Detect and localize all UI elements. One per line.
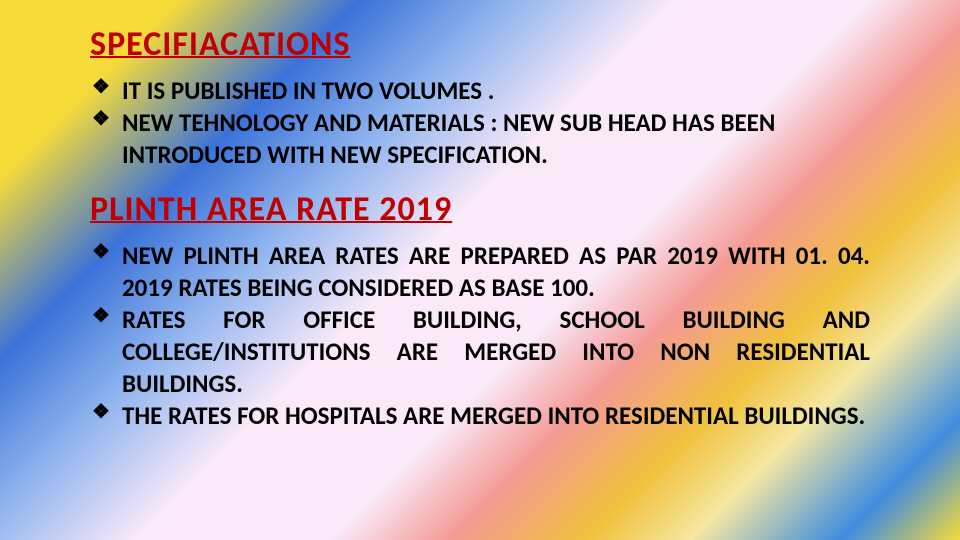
list-item: RATES FOR OFFICE BUILDING, SCHOOL BUILDI… <box>90 304 870 400</box>
plinth-rate-list: NEW PLINTH AREA RATES ARE PREPARED AS PA… <box>90 240 870 432</box>
list-item: IT IS PUBLISHED IN TWO VOLUMES . <box>90 75 870 107</box>
heading-plinth-area-rate: PLINTH AREA RATE 2019 <box>90 189 870 230</box>
specification-list: IT IS PUBLISHED IN TWO VOLUMES . NEW TEH… <box>90 75 870 171</box>
list-item: NEW PLINTH AREA RATES ARE PREPARED AS PA… <box>90 240 870 304</box>
list-item: THE RATES FOR HOSPITALS ARE MERGED INTO … <box>90 400 870 432</box>
list-item: NEW TEHNOLOGY AND MATERIALS : NEW SUB HE… <box>90 107 870 171</box>
heading-specifications: SPECIFIACATIONS <box>90 24 870 65</box>
